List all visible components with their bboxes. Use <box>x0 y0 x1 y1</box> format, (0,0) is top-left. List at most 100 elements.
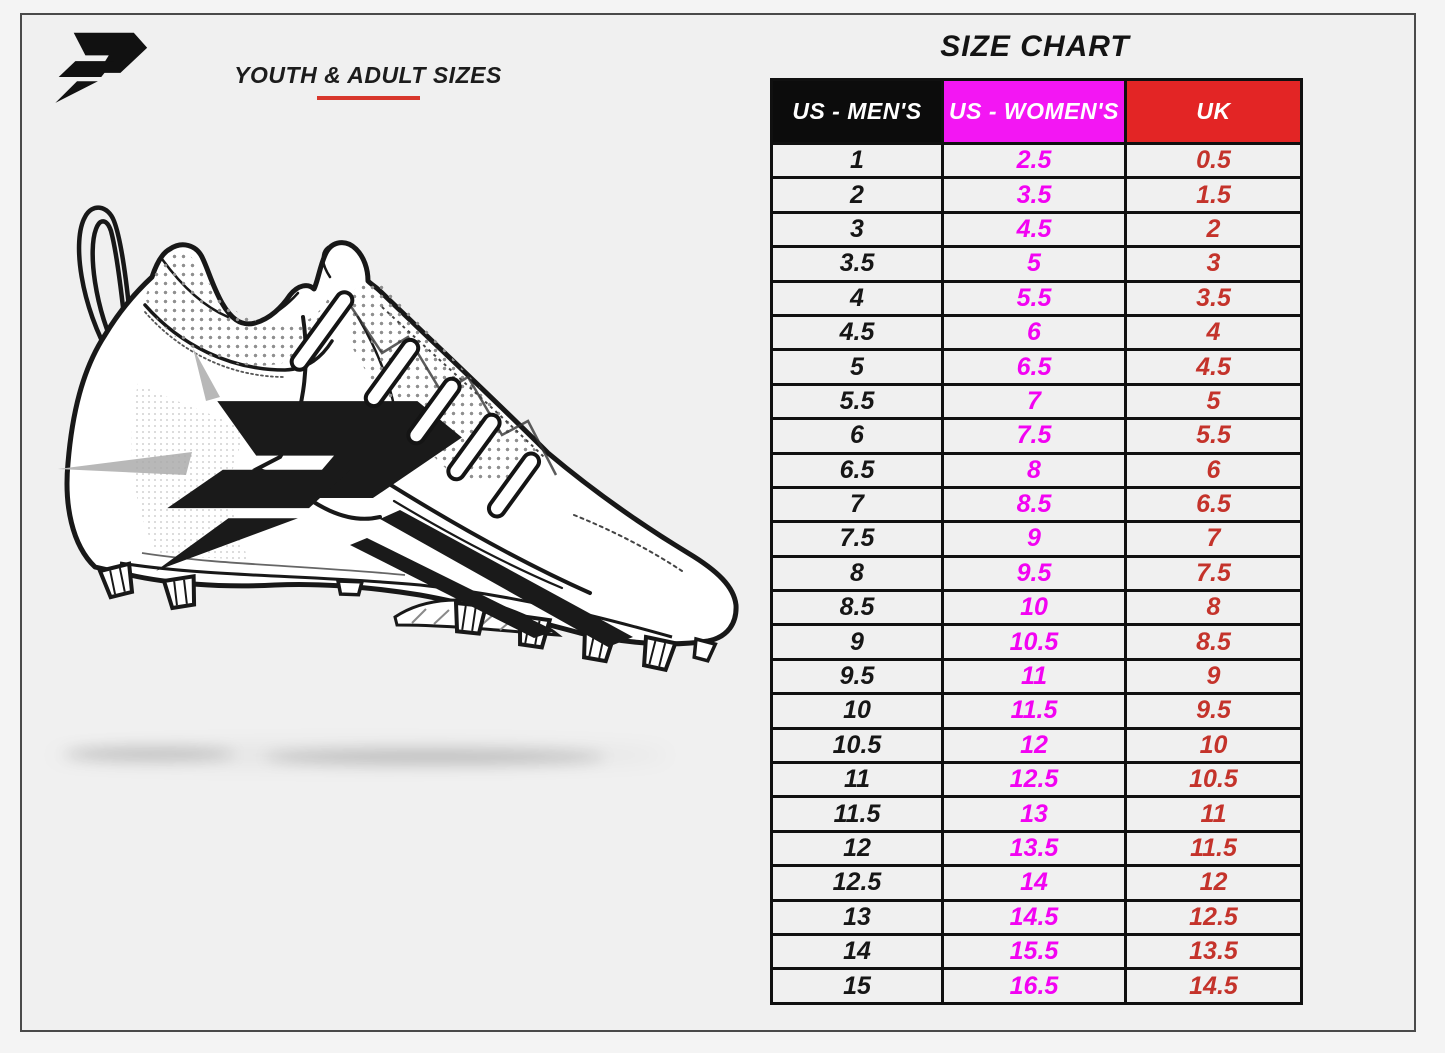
us-mens-size-cell: 3.5 <box>770 245 944 283</box>
us-womens-size-cell: 12.5 <box>941 761 1127 799</box>
uk-size-cell: 4.5 <box>1124 348 1303 386</box>
us-mens-size-cell: 10 <box>770 692 944 730</box>
us-womens-size-cell: 14.5 <box>941 898 1127 937</box>
us-mens-size-cell: 9 <box>770 623 944 661</box>
us-womens-size-cell: 4.5 <box>941 210 1127 249</box>
column-header-us-mens: US - MEN'S <box>770 78 944 145</box>
us-womens-size-cell: 3.5 <box>941 176 1127 214</box>
us-mens-size-cell: 11 <box>770 761 944 799</box>
size-row: 4.5 6 4 <box>770 313 1303 352</box>
uk-size-cell: 5 <box>1124 382 1303 421</box>
us-mens-size-cell: 6.5 <box>770 451 944 489</box>
us-womens-size-cell: 5.5 <box>941 279 1127 317</box>
size-table-body: 1 2.5 0.5 2 3.5 1.5 3 4.5 2 3.5 5 3 4 5.… <box>770 141 1303 1005</box>
size-row: 12 13.5 11.5 <box>770 829 1303 868</box>
us-womens-size-cell: 6 <box>941 313 1127 352</box>
us-mens-size-cell: 9.5 <box>770 657 944 696</box>
uk-size-cell: 2 <box>1124 210 1303 249</box>
us-womens-size-cell: 10.5 <box>941 623 1127 661</box>
uk-size-cell: 10 <box>1124 726 1303 765</box>
us-mens-size-cell: 7.5 <box>770 520 944 558</box>
us-mens-size-cell: 4 <box>770 279 944 317</box>
size-row: 11.5 13 11 <box>770 795 1303 833</box>
us-womens-size-cell: 5 <box>941 245 1127 283</box>
uk-size-cell: 3.5 <box>1124 279 1303 317</box>
us-womens-size-cell: 8 <box>941 451 1127 489</box>
us-womens-size-cell: 2.5 <box>941 141 1127 180</box>
size-row: 8.5 10 8 <box>770 589 1303 627</box>
size-row: 7 8.5 6.5 <box>770 485 1303 524</box>
us-mens-size-cell: 2 <box>770 176 944 214</box>
us-mens-size-cell: 10.5 <box>770 726 944 765</box>
uk-size-cell: 9.5 <box>1124 692 1303 730</box>
us-mens-size-cell: 14 <box>770 932 944 971</box>
uk-size-cell: 14.5 <box>1124 967 1303 1005</box>
left-heading: YOUTH & ADULT SIZES <box>234 62 502 88</box>
uk-size-cell: 8.5 <box>1124 623 1303 661</box>
uk-size-cell: 7 <box>1124 520 1303 558</box>
us-womens-size-cell: 14 <box>941 864 1127 902</box>
us-womens-size-cell: 13 <box>941 795 1127 833</box>
us-mens-size-cell: 6 <box>770 417 944 455</box>
column-header-uk: UK <box>1124 78 1303 145</box>
column-header-us-womens: US - WOMEN'S <box>941 78 1127 145</box>
us-womens-size-cell: 11.5 <box>941 692 1127 730</box>
us-womens-size-cell: 16.5 <box>941 967 1127 1005</box>
us-mens-size-cell: 5 <box>770 348 944 386</box>
us-womens-size-cell: 6.5 <box>941 348 1127 386</box>
size-row: 11 12.5 10.5 <box>770 761 1303 799</box>
us-mens-size-cell: 1 <box>770 141 944 180</box>
us-womens-size-cell: 11 <box>941 657 1127 696</box>
us-mens-size-cell: 13 <box>770 898 944 937</box>
us-mens-size-cell: 3 <box>770 210 944 249</box>
us-womens-size-cell: 9 <box>941 520 1127 558</box>
cleat-drawing-details <box>156 290 633 647</box>
size-row: 5.5 7 5 <box>770 382 1303 421</box>
uk-size-cell: 1.5 <box>1124 176 1303 214</box>
size-row: 12.5 14 12 <box>770 864 1303 902</box>
size-row: 2 3.5 1.5 <box>770 176 1303 214</box>
uk-size-cell: 6 <box>1124 451 1303 489</box>
size-row: 9.5 11 9 <box>770 657 1303 696</box>
us-mens-size-cell: 7 <box>770 485 944 524</box>
uk-size-cell: 5.5 <box>1124 417 1303 455</box>
size-row: 3.5 5 3 <box>770 245 1303 283</box>
us-mens-size-cell: 4.5 <box>770 313 944 352</box>
size-chart-title: SIZE CHART <box>940 30 1130 63</box>
heading-underline <box>317 96 420 100</box>
us-mens-size-cell: 12.5 <box>770 864 944 902</box>
size-row: 6 7.5 5.5 <box>770 417 1303 455</box>
uk-size-cell: 12 <box>1124 864 1303 902</box>
size-row: 9 10.5 8.5 <box>770 623 1303 661</box>
uk-size-cell: 12.5 <box>1124 898 1303 937</box>
us-mens-size-cell: 8.5 <box>770 589 944 627</box>
size-row: 5 6.5 4.5 <box>770 348 1303 386</box>
size-chart-table: US - MEN'S US - WOMEN'S UK 1 2.5 0.5 2 3… <box>770 78 1303 1005</box>
uk-size-cell: 9 <box>1124 657 1303 696</box>
ground-shadow-heel <box>65 747 235 761</box>
header-row: US - MEN'S US - WOMEN'S UK <box>770 78 1303 145</box>
uk-size-cell: 10.5 <box>1124 761 1303 799</box>
us-mens-size-cell: 15 <box>770 967 944 1005</box>
size-row: 10.5 12 10 <box>770 726 1303 765</box>
size-row: 7.5 9 7 <box>770 520 1303 558</box>
us-womens-size-cell: 12 <box>941 726 1127 765</box>
size-row: 10 11.5 9.5 <box>770 692 1303 730</box>
us-womens-size-cell: 7 <box>941 382 1127 421</box>
ground-shadow <box>50 745 670 765</box>
size-row: 4 5.5 3.5 <box>770 279 1303 317</box>
us-womens-size-cell: 10 <box>941 589 1127 627</box>
uk-size-cell: 4 <box>1124 313 1303 352</box>
us-mens-size-cell: 12 <box>770 829 944 868</box>
uk-size-cell: 13.5 <box>1124 932 1303 971</box>
size-row: 1 2.5 0.5 <box>770 141 1303 180</box>
size-row: 13 14.5 12.5 <box>770 898 1303 937</box>
size-row: 15 16.5 14.5 <box>770 967 1303 1005</box>
phenom-logo-icon <box>55 32 148 103</box>
us-womens-size-cell: 8.5 <box>941 485 1127 524</box>
uk-size-cell: 3 <box>1124 245 1303 283</box>
size-row: 3 4.5 2 <box>770 210 1303 249</box>
uk-size-cell: 0.5 <box>1124 141 1303 180</box>
uk-size-cell: 8 <box>1124 589 1303 627</box>
